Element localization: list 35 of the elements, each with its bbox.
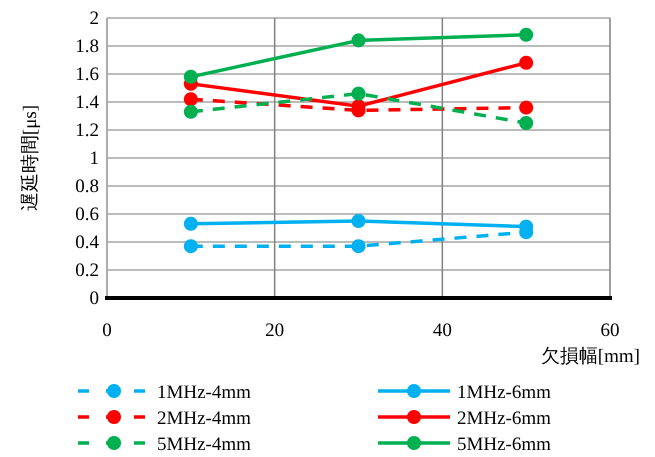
y-tick-label: 0.8	[75, 176, 99, 197]
point	[519, 56, 534, 70]
y-tick-label: 1.6	[75, 64, 99, 85]
x-axis-title: 欠損幅[mm]	[540, 346, 640, 367]
y-axis-title: 遅延時間[μs]	[20, 104, 41, 212]
point	[184, 104, 198, 119]
y-tick-label: 0.2	[75, 260, 99, 281]
y-tick-label: 1.4	[75, 92, 100, 113]
point	[184, 70, 198, 84]
legend-label: 2MHz-6mm	[457, 408, 552, 429]
x-tick-label: 60	[600, 320, 620, 341]
y-tick-label: 1.8	[75, 36, 99, 57]
point	[519, 116, 534, 130]
point	[519, 100, 534, 115]
point	[352, 33, 366, 48]
legend-label: 2MHz-4mm	[157, 408, 252, 429]
point	[184, 216, 198, 231]
legend-label: 1MHz-4mm	[157, 382, 252, 403]
legend-label: 5MHz-4mm	[157, 434, 252, 455]
point	[184, 239, 198, 254]
y-tick-label: 1	[90, 148, 99, 169]
legend-label: 5MHz-6mm	[457, 434, 552, 455]
y-tick-label: 0.6	[75, 204, 99, 225]
point	[352, 86, 366, 101]
point	[519, 28, 534, 42]
x-tick-label: 20	[265, 320, 284, 341]
point	[352, 239, 366, 254]
y-tick-label: 1.2	[75, 120, 99, 141]
y-tick-label: 0	[90, 288, 99, 309]
x-tick-label: 40	[432, 320, 452, 341]
y-tick-label: 0.4	[75, 232, 100, 253]
point	[352, 214, 366, 228]
legend-label: 1MHz-6mm	[457, 382, 552, 403]
y-tick-label: 2	[90, 8, 99, 29]
point	[184, 92, 198, 106]
